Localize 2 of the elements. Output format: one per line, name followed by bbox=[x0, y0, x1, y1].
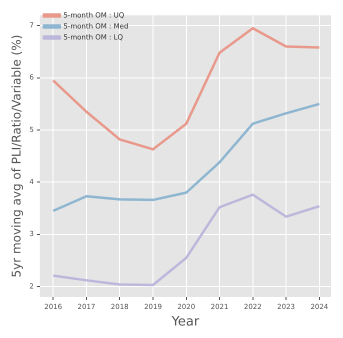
y-axis-title: 5yr moving avg of PLI/Ratio/Variable (%) bbox=[9, 34, 24, 278]
x-axis-title: Year bbox=[170, 314, 200, 330]
